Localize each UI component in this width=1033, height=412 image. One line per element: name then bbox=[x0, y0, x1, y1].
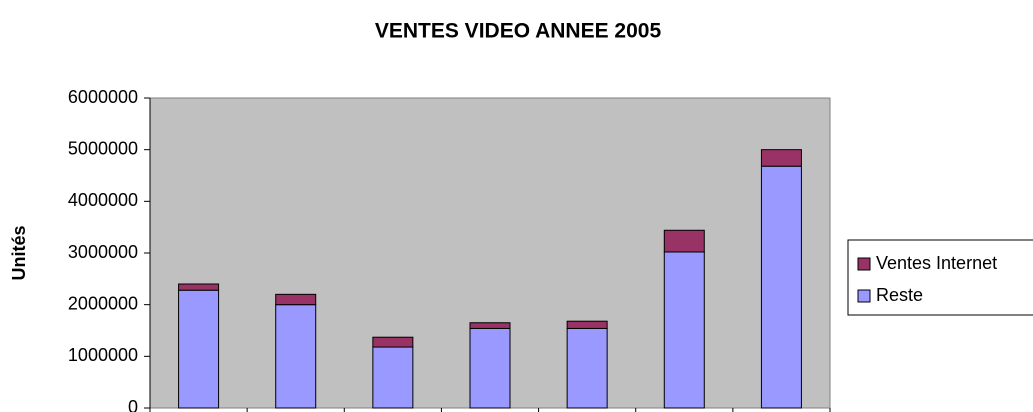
bar-segment bbox=[372, 346, 414, 409]
y-tick-label: 0 bbox=[128, 397, 138, 412]
bar-segment bbox=[566, 327, 608, 409]
bar-segment bbox=[760, 165, 802, 409]
bar-segment bbox=[663, 251, 705, 409]
legend-box bbox=[847, 239, 1033, 316]
legend-swatch bbox=[857, 289, 871, 303]
bar-segment bbox=[760, 149, 802, 167]
y-tick-label: 1000000 bbox=[68, 345, 138, 365]
bar-segment bbox=[178, 283, 220, 291]
y-tick-label: 2000000 bbox=[68, 293, 138, 313]
y-tick-label: 6000000 bbox=[68, 87, 138, 107]
legend-label: Reste bbox=[876, 285, 923, 305]
bar-segment bbox=[178, 289, 220, 409]
bar-segment bbox=[566, 320, 608, 329]
bar-segment bbox=[372, 336, 414, 348]
bar-segment bbox=[663, 229, 705, 253]
legend-label: Ventes Internet bbox=[876, 253, 997, 273]
chart-title: VENTES VIDEO ANNEE 2005 bbox=[375, 20, 662, 43]
legend-swatch bbox=[857, 257, 871, 271]
y-tick-label: 3000000 bbox=[68, 242, 138, 262]
bar-segment bbox=[275, 304, 317, 409]
y-tick-label: 5000000 bbox=[68, 138, 138, 158]
y-axis-label: Unités bbox=[9, 225, 29, 280]
bar-segment bbox=[469, 322, 511, 329]
bar-segment bbox=[275, 293, 317, 306]
y-tick-label: 4000000 bbox=[68, 190, 138, 210]
bar-segment bbox=[469, 327, 511, 409]
